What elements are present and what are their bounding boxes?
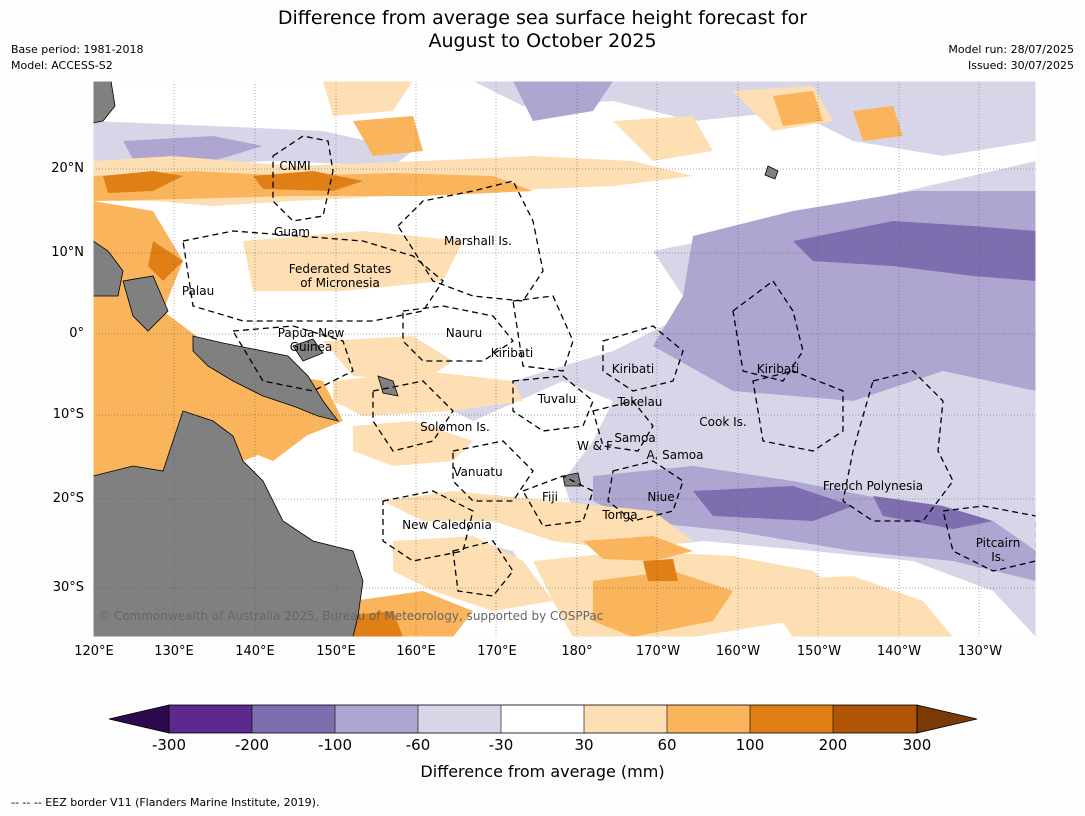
lat-label-30s: 30°S (52, 580, 84, 595)
region-label-tokelau: Tokelau (617, 395, 663, 409)
lat-label-0: 0° (69, 326, 84, 341)
colorbar-swatch-3 (335, 705, 418, 733)
colorbar-extend-low (108, 704, 170, 734)
model-run: Model run: 28/07/2025 (948, 43, 1074, 56)
region-label-kiribati-central: Kiribati (611, 362, 655, 376)
lat-label-20n: 20°N (51, 161, 84, 176)
lon-label-150w: 150°W (796, 644, 842, 659)
eez-borders (182, 135, 1036, 597)
colorbar-tick: -100 (317, 736, 353, 754)
lon-label-140e: 140°E (235, 644, 275, 659)
region-label-solomon-is: Solomon Is. (420, 420, 490, 434)
region-label-kiribati-west: Kiribati (490, 346, 534, 360)
region-label-nauru: Nauru (445, 326, 483, 340)
region-label-png: Papua New Guinea (277, 326, 345, 354)
colorbar-swatch-1 (169, 705, 252, 733)
map-panel (93, 81, 1036, 637)
chart-title: Difference from average sea surface heig… (277, 7, 808, 52)
region-label-vanuatu: Vanuatu (453, 465, 503, 479)
colorbar-swatch-4 (418, 705, 501, 733)
colorbar-swatch-8 (750, 705, 833, 733)
region-label-new-caledonia: New Caledonia (402, 518, 492, 532)
meta-right: Model run: 28/07/2025 Issued: 30/07/2025 (948, 42, 1074, 74)
region-label-american-samoa: A. Samoa (646, 448, 704, 462)
anomaly-negative-strong (693, 221, 1036, 529)
lon-label-130e: 130°E (154, 644, 194, 659)
lon-label-180: 180° (561, 644, 593, 659)
colorbar-tick: 30 (574, 736, 594, 754)
footnote: -- -- -- EEZ border V11 (Flanders Marine… (11, 796, 320, 809)
issued-date: Issued: 30/07/2025 (967, 59, 1074, 72)
region-label-samoa: Samoa (614, 431, 656, 445)
region-label-fiji: Fiji (541, 490, 559, 504)
lon-label-130w: 130°W (957, 644, 1003, 659)
region-label-micronesia: Federated States of Micronesia (288, 262, 392, 290)
lon-label-140w: 140°W (876, 644, 922, 659)
region-label-wallis-futuna: W & F (577, 439, 613, 453)
lon-label-160e: 160°E (396, 644, 436, 659)
lon-label-170e: 170°E (477, 644, 517, 659)
lat-label-10s: 10°S (52, 407, 84, 422)
colorbar-tick: -300 (151, 736, 187, 754)
region-label-tuvalu: Tuvalu (537, 392, 577, 406)
colorbar-extend-high (916, 704, 978, 734)
colorbar-tick: 60 (657, 736, 677, 754)
colorbar-tick: 300 (902, 736, 932, 754)
region-label-tonga: Tonga (602, 508, 638, 522)
model-name: Model: ACCESS-S2 (11, 59, 113, 72)
colorbar-tick: -30 (488, 736, 514, 754)
lon-label-160w: 160°W (715, 644, 761, 659)
base-period: Base period: 1981-2018 (11, 43, 144, 56)
colorbar (108, 704, 978, 734)
colorbar-swatch-9 (833, 705, 917, 733)
lon-label-170w: 170°W (635, 644, 681, 659)
region-label-french-polynesia: French Polynesia (822, 479, 924, 493)
region-label-kiribati-east: Kiribati (756, 362, 800, 376)
lon-label-120e: 120°E (74, 644, 114, 659)
region-label-pitcairn-is: Pitcairn Is. (975, 536, 1021, 564)
region-label-marshall-is: Marshall Is. (444, 234, 512, 248)
colorbar-tick: -200 (234, 736, 270, 754)
colorbar-tick: 200 (818, 736, 848, 754)
region-label-palau: Palau (181, 284, 215, 298)
graticule (93, 81, 1036, 637)
colorbar-swatch-7 (667, 705, 750, 733)
region-label-niue: Niue (647, 490, 675, 504)
colorbar-swatch-6 (584, 705, 667, 733)
region-label-guam: Guam (274, 225, 310, 239)
colorbar-swatch-2 (252, 705, 335, 733)
colorbar-tick: -60 (405, 736, 431, 754)
meta-left: Base period: 1981-2018 Model: ACCESS-S2 (11, 42, 143, 74)
lat-label-10n: 10°N (51, 245, 84, 260)
lon-label-150e: 150°E (316, 644, 356, 659)
region-label-cnmi: CNMI (279, 159, 311, 173)
region-label-cook-is: Cook Is. (699, 415, 747, 429)
copyright-notice: © Commonwealth of Australia 2025, Bureau… (98, 609, 604, 623)
landmasses (93, 81, 779, 637)
colorbar-swatch-5 (501, 705, 584, 733)
lat-label-20s: 20°S (52, 491, 84, 506)
colorbar-tick: 100 (735, 736, 765, 754)
colorbar-label: Difference from average (mm) (420, 762, 665, 781)
